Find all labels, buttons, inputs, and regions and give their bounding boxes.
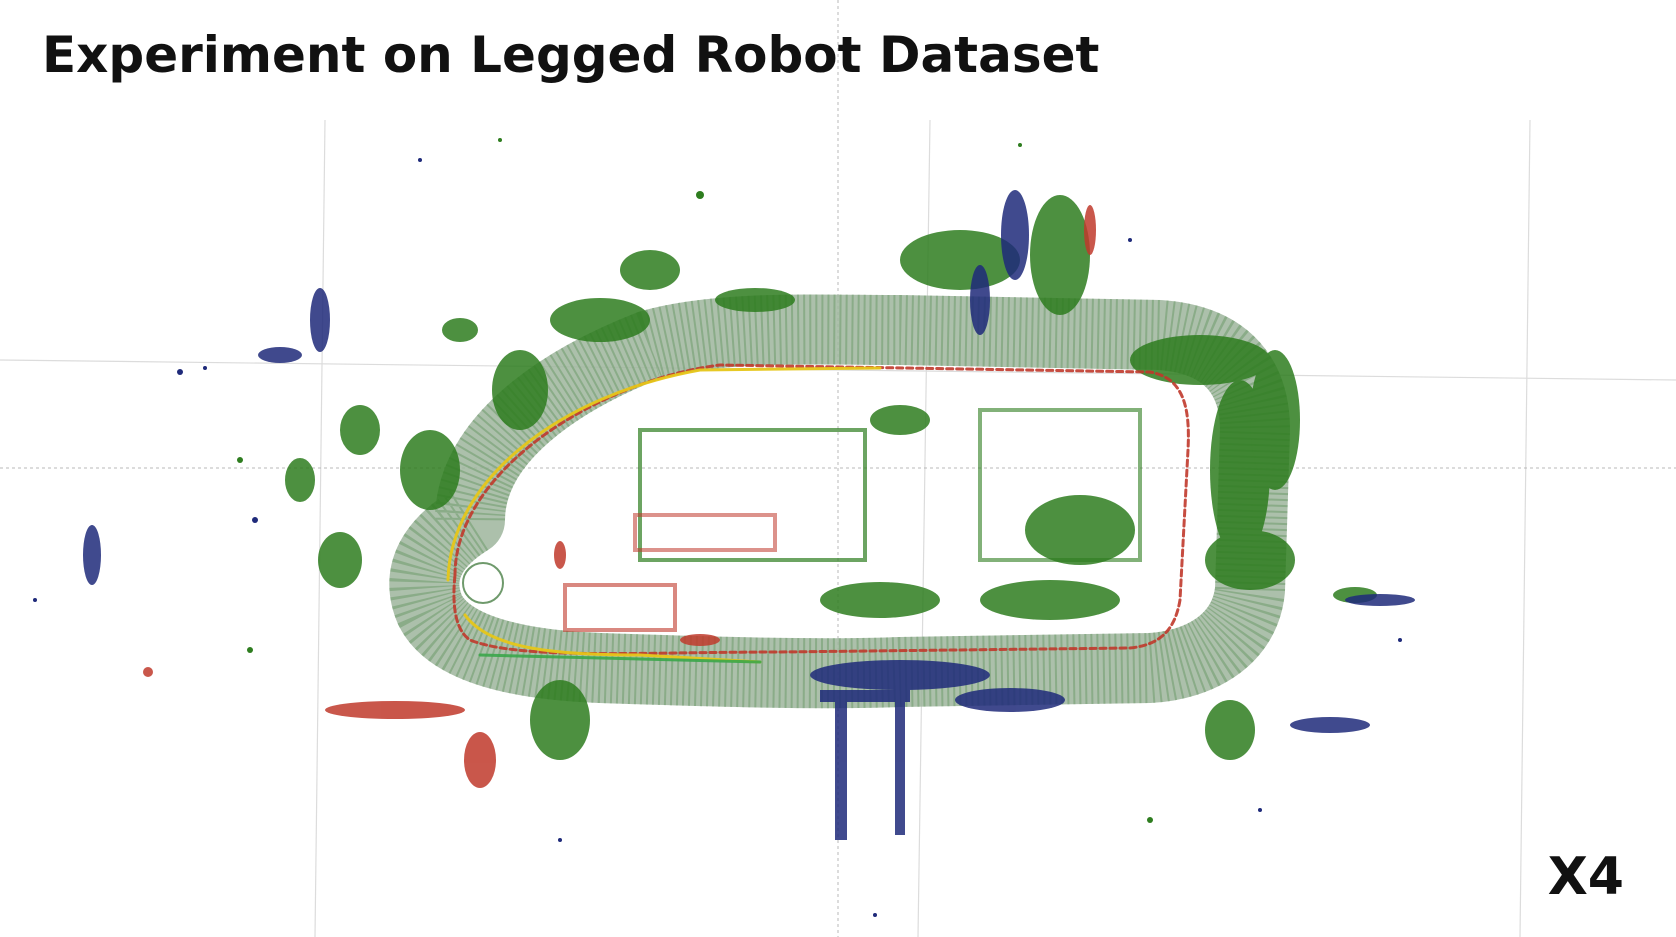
trajectory-tertiary — [478, 653, 762, 664]
highlight-points — [143, 205, 1096, 788]
trajectories — [446, 363, 1190, 664]
roundabout — [460, 560, 506, 606]
trajectory-primary-lower — [463, 613, 762, 664]
trajectory-secondary — [452, 363, 1190, 656]
structure-points — [83, 190, 1415, 840]
trajectory-primary — [446, 366, 882, 582]
ground-track — [389, 294, 1291, 709]
vegetation-clusters — [285, 195, 1377, 760]
scale-badge: X4 — [1547, 847, 1624, 907]
scatter-dots — [33, 138, 1402, 917]
slide-title: Experiment on Legged Robot Dataset — [42, 26, 1100, 84]
